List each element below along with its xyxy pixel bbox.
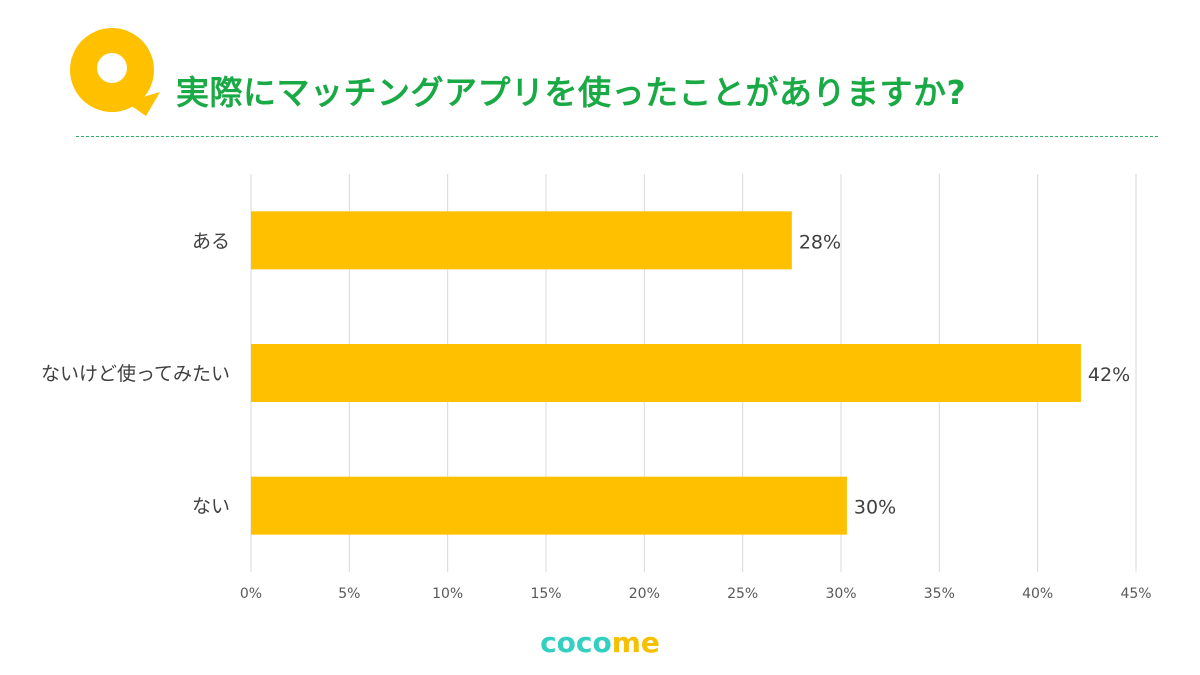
page-title: 実際にマッチングアプリを使ったことがありますか? xyxy=(176,73,967,112)
x-tick-label: 25% xyxy=(727,586,758,602)
category-label: ある xyxy=(192,230,230,252)
x-tick-label: 30% xyxy=(825,586,856,602)
category-label: ない xyxy=(192,496,230,518)
data-label: 28% xyxy=(799,231,841,253)
chart-labels: 0% 5% 10% 15% 20% 25% 30% 35% 40% 45% ある 28% ないけど使って… xyxy=(41,230,1152,602)
bar xyxy=(251,211,792,270)
data-label: 42% xyxy=(1088,364,1130,386)
x-tick-label: 10% xyxy=(432,586,463,602)
x-tick-label: 15% xyxy=(530,586,561,602)
x-tick-label: 5% xyxy=(338,586,360,602)
brand-logo: cocome xyxy=(0,626,1200,659)
x-tick-label: 0% xyxy=(240,586,262,602)
data-label: 30% xyxy=(854,497,896,519)
q-bubble-icon xyxy=(70,28,160,116)
brand-text-part2: co xyxy=(575,626,612,659)
chart-bars xyxy=(251,211,1081,535)
x-tick-label: 45% xyxy=(1120,586,1151,602)
x-tick-label: 20% xyxy=(629,586,660,602)
title-divider xyxy=(76,136,1158,137)
x-tick-label: 35% xyxy=(924,586,955,602)
brand-text-part1: co xyxy=(540,626,576,659)
bar xyxy=(251,476,847,535)
x-tick-label: 40% xyxy=(1022,586,1053,602)
category-label: ないけど使ってみたい xyxy=(41,363,230,385)
brand-text-part3: me xyxy=(611,626,660,659)
bar xyxy=(251,344,1081,402)
